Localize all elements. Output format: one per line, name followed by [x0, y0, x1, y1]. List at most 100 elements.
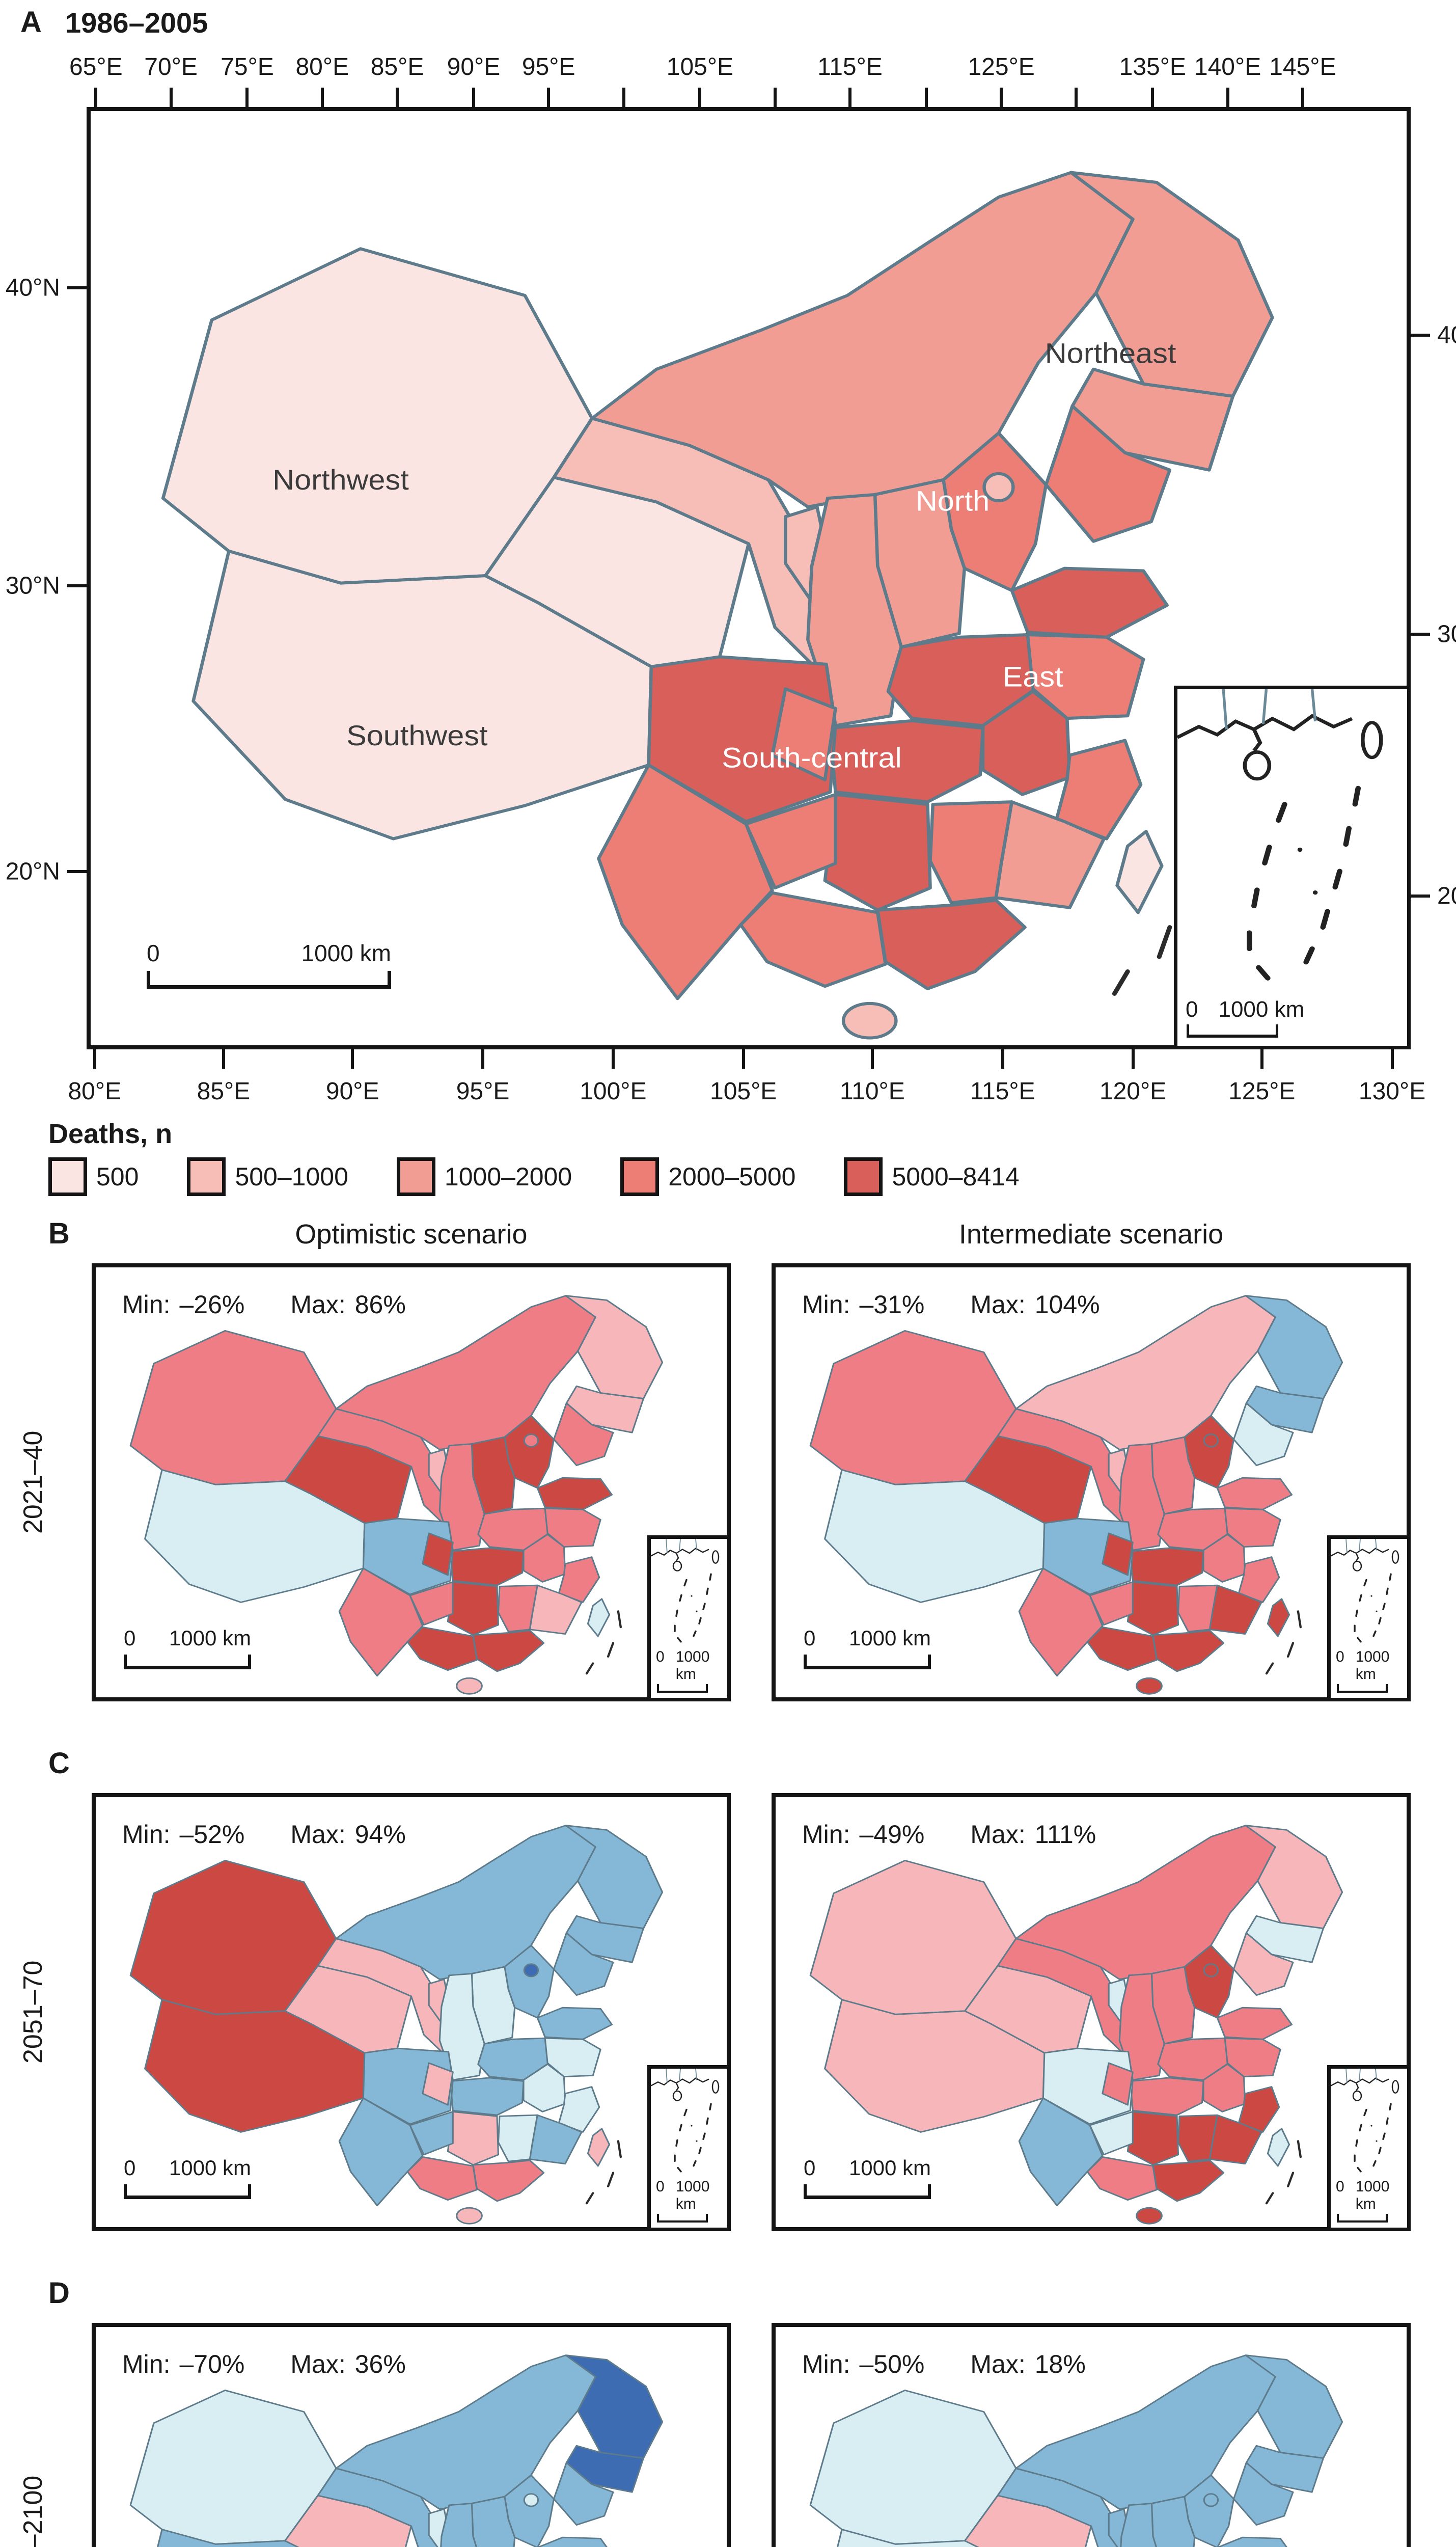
inset-island-dashes-icon [1354, 2103, 1392, 2173]
region-zhejiang [1238, 1556, 1280, 1603]
axis-tick [67, 584, 87, 587]
region-hunan [1127, 2111, 1179, 2166]
inset-shapes-master [1331, 1539, 1399, 1643]
region-hunan [447, 1581, 500, 1636]
min-label: Min: [122, 1290, 171, 1319]
scale-distance: 1000 km [169, 1626, 251, 1650]
region-label-north: North [916, 485, 990, 517]
inset-map [651, 2069, 720, 2173]
region-taiwan [1267, 1598, 1290, 1637]
axis-tick-label: 40°N [1437, 321, 1456, 349]
axis-tick-label: 20°N [1437, 882, 1456, 910]
map-b-intermediate: Min: –31% Max: 104% [772, 1263, 1411, 1701]
axis-tick [1151, 88, 1155, 107]
region-label-southwest: Southwest [346, 720, 488, 752]
region-chongqing [1102, 1532, 1134, 1576]
inset-scale-distance: 1000 km [1218, 997, 1305, 1022]
region-beijing [1203, 1963, 1219, 1977]
inset-scale-labels: 0 1000 km [1177, 997, 1407, 1022]
swatch-color [847, 1161, 880, 1193]
region-guangxi [1086, 2156, 1158, 2201]
scale-bar-bracket [124, 1655, 251, 1669]
inset-province-border [695, 1539, 697, 1551]
scale-bar: 0 1000 km [147, 939, 391, 989]
inset-island-dashes-icon [1354, 1573, 1392, 1643]
inset-hainan-island [1352, 2090, 1362, 2101]
legend-label: 1000–2000 [444, 1162, 572, 1191]
inset-coastline [651, 2077, 709, 2087]
axis-tick [396, 88, 399, 107]
island-dashes-icon [585, 1610, 622, 1675]
region-tibet [837, 2529, 979, 2547]
scale-zero: 0 [124, 2156, 136, 2180]
inset-province-border [1261, 689, 1268, 724]
minmax: Min: –26% Max: 86% [122, 1290, 406, 1319]
axis-tick [481, 1049, 485, 1069]
china-map-d-optimistic [129, 2354, 664, 2547]
axis-tick-label: 115°E [970, 1078, 1035, 1105]
column-header-intermediate: Intermediate scenario [958, 1219, 1224, 1250]
scale-bar: 0 1000 km [804, 2156, 931, 2199]
inset-leizhou-peninsula [1252, 728, 1262, 752]
legend-label: 5000–8414 [892, 1162, 1020, 1191]
inset-islet-dot [691, 2125, 693, 2127]
legend-item: 500–1000 [187, 1157, 348, 1196]
inset-coastline [1177, 714, 1353, 739]
axis-tick [67, 870, 87, 873]
china-map-d-intermediate [809, 2354, 1343, 2547]
panel-a-letter: A [20, 6, 42, 39]
inset-scale-labels: 0 1000 km [1331, 2178, 1407, 2213]
axis-tick-label: 65°E [69, 53, 123, 80]
scale-distance: 1000 km [848, 2156, 931, 2180]
scale-zero: 0 [124, 1626, 136, 1650]
column-header-optimistic: Optimistic scenario [295, 1219, 528, 1250]
axis-tick [1260, 1049, 1263, 1069]
inset-scale-distance: 1000 km [675, 1648, 710, 1683]
inset-scale-distance: 1000 km [1355, 1648, 1390, 1683]
inset-province-border [1375, 2069, 1377, 2080]
legend-item: 1000–2000 [396, 1157, 572, 1196]
region-label-northwest: Northwest [272, 465, 409, 496]
region-hunan [1127, 1581, 1179, 1636]
region-guangdong [472, 1630, 545, 1672]
inset-province-border [1345, 1539, 1348, 1554]
inset-province-border [1375, 1539, 1377, 1551]
region-guangdong [1152, 2159, 1225, 2202]
max-value: 94% [354, 1820, 406, 1849]
region-guangxi [1086, 1626, 1158, 1671]
axis-tick-label: 90°E [325, 1078, 379, 1105]
region-fujian [529, 2114, 583, 2165]
region-shandong [536, 2007, 613, 2040]
china-map-b-intermediate [809, 1295, 1343, 1695]
region-jiangsu [544, 1507, 601, 1548]
minmax: Min: –49% Max: 111% [802, 1820, 1096, 1849]
region-shaanxi [438, 1443, 485, 1551]
map-d-intermediate: Min: –50% Max: 18% [772, 2323, 1411, 2547]
inset-province-border [666, 2069, 668, 2083]
region-guangdong [472, 2159, 545, 2202]
axis-tick [773, 88, 777, 107]
axis-tick-label: 140°E [1194, 53, 1261, 80]
axis-tick [169, 88, 173, 107]
legend-swatch [396, 1157, 435, 1196]
inset-islet-dot [691, 1595, 693, 1597]
axis-tick-label: 70°E [144, 53, 198, 80]
legend-item: 5000–8414 [844, 1157, 1020, 1196]
region-beijing [523, 1963, 539, 1977]
region-shaanxi [1118, 1443, 1165, 1551]
south-china-sea-inset: 0 1000 km [647, 1535, 731, 1701]
region-label-northeast: Northeast [1045, 338, 1176, 369]
region-chongqing [422, 2062, 454, 2106]
region-taiwan [1267, 2128, 1290, 2167]
scale-zero: 0 [804, 1626, 816, 1650]
region-beijing [982, 472, 1015, 502]
south-china-sea-inset: 0 1000 km [1327, 1535, 1411, 1701]
axis-tick [1390, 1049, 1394, 1069]
region-guangxi [406, 1626, 478, 1671]
min-value: –70% [179, 2350, 245, 2378]
region-guangdong [1152, 1630, 1225, 1672]
axis-tick-label: 40°N [5, 274, 60, 302]
region-fujian [1208, 1584, 1262, 1635]
axis-tick-label: 75°E [221, 53, 274, 80]
